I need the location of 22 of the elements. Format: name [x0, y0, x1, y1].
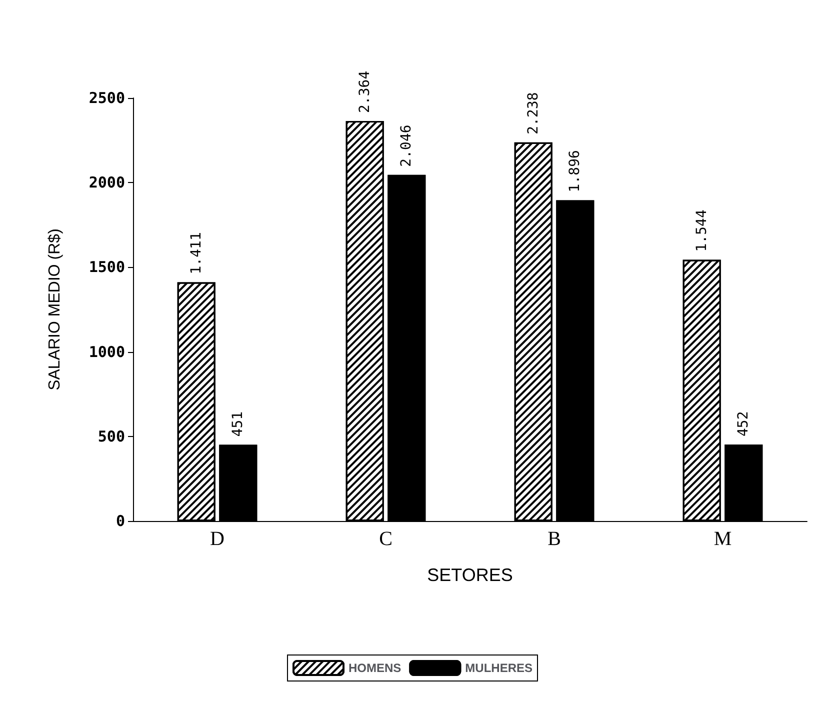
data-label: 2.364 — [356, 70, 373, 114]
data-label: 2.238 — [525, 92, 542, 134]
y-tick-label: 1000 — [88, 342, 125, 361]
y-tick-label: 2500 — [88, 89, 125, 107]
x-tick-label: D — [210, 528, 224, 550]
x-tick-label: C — [379, 528, 392, 550]
data-label: 1.411 — [188, 232, 204, 274]
y-axis-title: SALARIO MEDIO (R$) — [46, 228, 64, 390]
data-label: 2.046 — [398, 124, 415, 167]
y-tick-label: 500 — [98, 427, 125, 446]
y-tick-label: 1500 — [88, 258, 125, 276]
y-tick-label: 0 — [116, 512, 125, 530]
legend-label: HOMENS — [348, 661, 402, 675]
data-label: 1.896 — [567, 150, 584, 192]
legend-label: MULHERES — [465, 661, 533, 675]
x-axis-title: SETORES — [427, 565, 513, 585]
data-label: 451 — [230, 411, 246, 437]
x-tick-label: M — [714, 528, 732, 550]
x-tick-label: B — [548, 528, 561, 550]
data-label: 452 — [736, 411, 752, 437]
data-label: 1.544 — [694, 210, 710, 252]
y-tick-label: 2000 — [88, 174, 125, 192]
